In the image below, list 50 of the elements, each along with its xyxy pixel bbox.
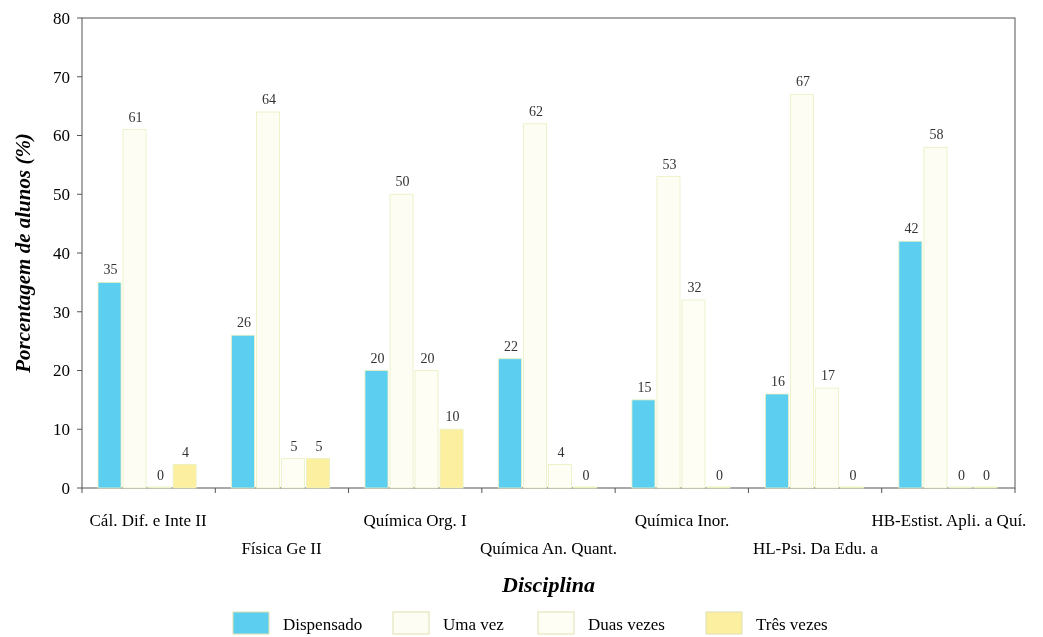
data-label: 20 [420, 350, 435, 366]
x-tick-label: Química An. Quant. [480, 539, 617, 558]
data-label: 17 [820, 368, 835, 384]
data-label: 0 [157, 468, 165, 483]
data-label: 15 [637, 379, 652, 395]
data-label: 0 [982, 468, 990, 483]
data-label: 0 [716, 468, 724, 483]
x-tick-label: HL-Psi. Da Edu. a [752, 539, 879, 558]
data-label: 5 [290, 438, 298, 454]
data-label: 32 [687, 280, 702, 295]
y-tick-label: 0 [61, 478, 70, 498]
data-label: 42 [904, 221, 919, 237]
y-tick-label: 30 [53, 302, 70, 322]
data-label: 50 [395, 174, 410, 190]
data-label: 5 [315, 438, 323, 454]
data-label: 10 [445, 409, 460, 425]
data-label: 20 [370, 350, 385, 366]
data-label: 64 [262, 92, 277, 107]
legend-label: Duas vezes [588, 615, 665, 634]
y-tick-label: 50 [53, 185, 70, 205]
data-label: 4 [182, 444, 190, 460]
data-label: 26 [237, 315, 252, 331]
data-label: 0 [582, 468, 590, 483]
data-label: 35 [103, 262, 118, 278]
data-label: 53 [662, 156, 677, 172]
x-tick-label: Química Org. I [363, 511, 467, 530]
data-label: 4 [557, 444, 565, 460]
data-label: 61 [128, 109, 143, 125]
y-tick-label: 40 [53, 243, 70, 263]
y-tick-label: 20 [53, 361, 70, 381]
data-label: 0 [957, 468, 965, 483]
data-label: 22 [503, 338, 518, 354]
legend-label: Três vezes [756, 615, 828, 634]
data-label: 62 [528, 103, 543, 119]
x-axis-title: Disciplina [501, 572, 595, 597]
y-tick-label: 60 [53, 126, 70, 146]
x-tick-label: HB-Estist. Apli. a Quí. [871, 511, 1027, 530]
y-tick-label: 10 [53, 420, 70, 440]
data-label: 58 [929, 127, 944, 143]
legend-label: Uma vez [443, 615, 505, 634]
y-axis-title: Porcentagem de alunos (%) [11, 133, 35, 374]
legend-label: Dispensado [283, 615, 363, 634]
data-label: 67 [795, 74, 810, 90]
y-tick-label: 80 [53, 8, 70, 28]
data-label: 16 [770, 374, 785, 389]
y-tick-label: 70 [53, 67, 70, 87]
x-tick-label: Física Ge II [241, 539, 323, 558]
data-label: 0 [849, 468, 857, 483]
x-tick-label: Química Inor. [634, 511, 730, 530]
x-tick-label: Cál. Dif. e Inte II [89, 511, 207, 530]
